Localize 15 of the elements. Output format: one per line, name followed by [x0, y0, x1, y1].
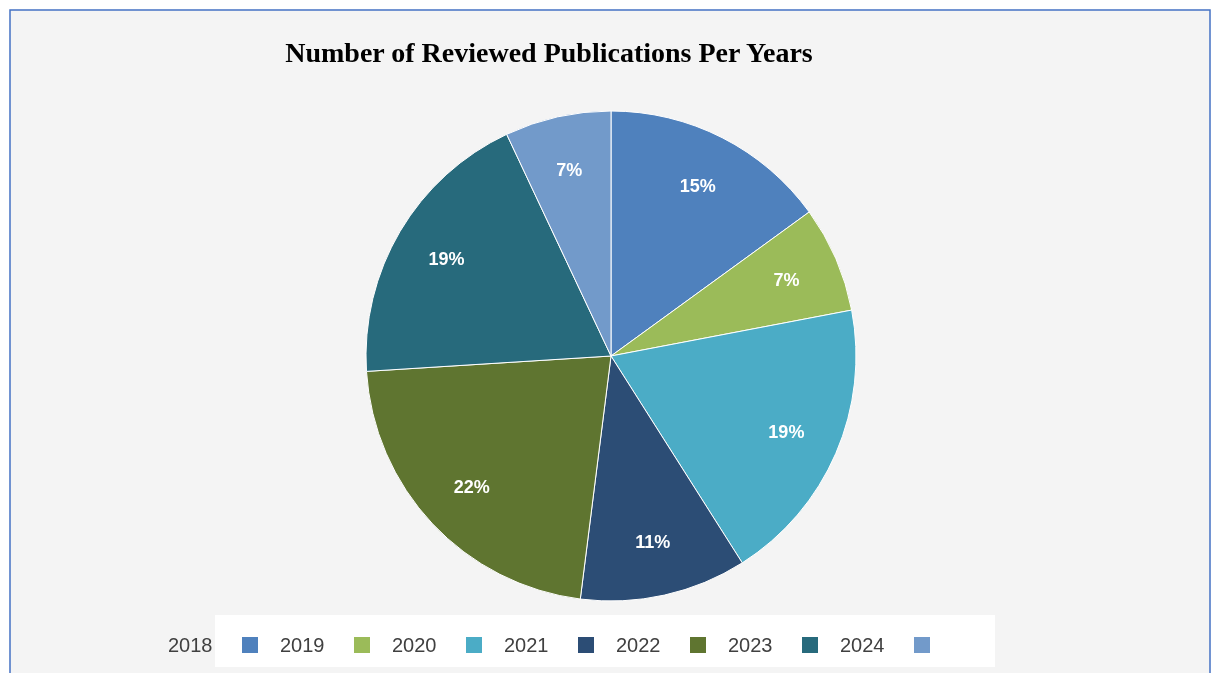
data-label: 15%: [679, 175, 716, 196]
legend-label: 2024: [840, 634, 885, 656]
data-label: 11%: [635, 532, 671, 553]
legend-label: 2020: [392, 634, 437, 656]
data-label: 7%: [556, 159, 583, 180]
legend-label: 2021: [504, 634, 549, 656]
legend-label: 2023: [728, 634, 773, 656]
legend-label: 2019: [280, 634, 325, 656]
data-label: 19%: [428, 248, 465, 269]
data-label: 7%: [773, 270, 800, 291]
data-label: 22%: [453, 476, 490, 497]
data-label: 19%: [768, 421, 805, 442]
legend-label: 2022: [616, 634, 661, 656]
legend-label: 2018: [168, 634, 213, 656]
chart-title: Number of Reviewed Publications Per Years: [285, 37, 813, 68]
